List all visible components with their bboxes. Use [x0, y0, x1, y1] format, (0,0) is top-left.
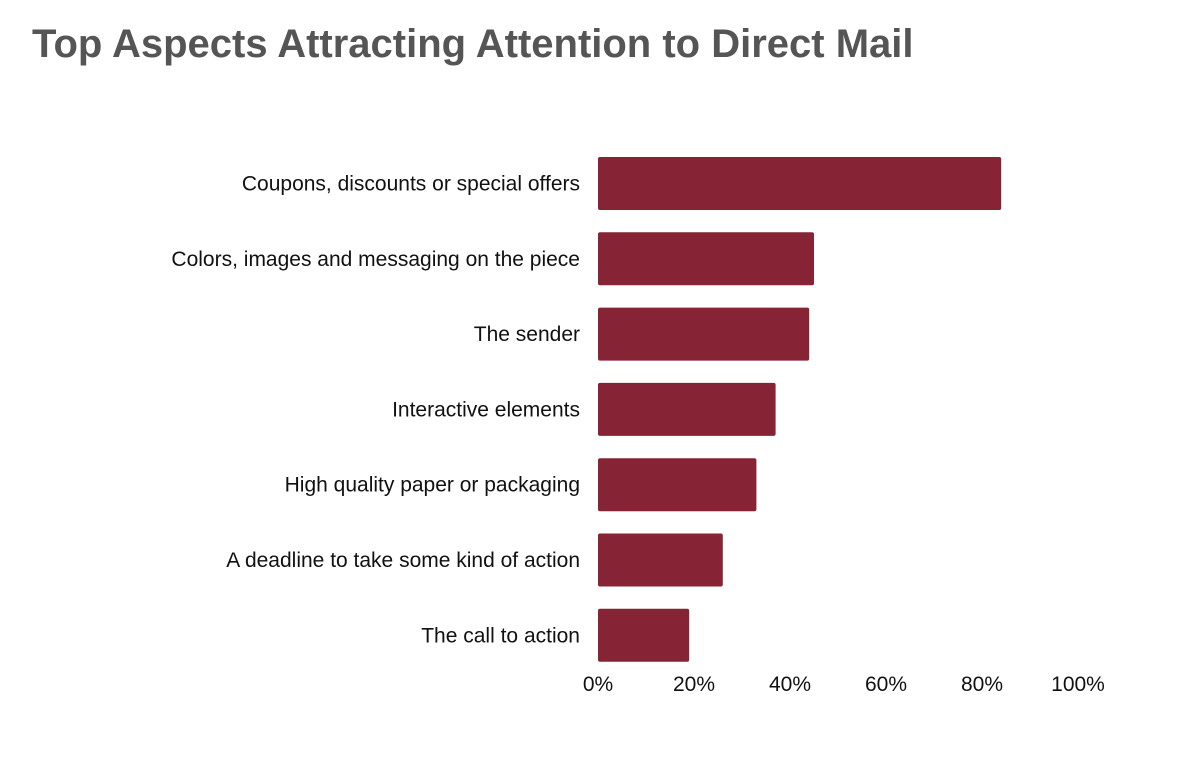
category-label-7: The call to action: [421, 624, 580, 647]
category-label-6: A deadline to take some kind of action: [226, 549, 580, 572]
x-tick-label: 60%: [865, 673, 907, 696]
chart-title: Top Aspects Attracting Attention to Dire…: [32, 22, 914, 66]
bar-7: [598, 608, 690, 662]
category-label-1: Coupons, discounts or special offers: [242, 173, 580, 196]
x-tick-label: 40%: [769, 673, 811, 696]
category-label-3: The sender: [474, 323, 580, 346]
bar-2: [598, 232, 814, 286]
bar-1: [598, 157, 1002, 210]
x-axis-ticks-group: 0% 20% 40% 60% 80% 100%: [583, 673, 1105, 696]
bar-3: [598, 307, 810, 361]
category-labels-group: Coupons, discounts or special offers Colo…: [171, 173, 580, 648]
bar-5: [598, 458, 757, 512]
category-label-2: Colors, images and messaging on the piec…: [171, 248, 580, 271]
x-tick-label: 80%: [961, 673, 1003, 696]
bars-group: [598, 157, 1002, 662]
x-tick-label: 20%: [673, 673, 715, 696]
category-label-4: Interactive elements: [392, 398, 580, 421]
x-tick-label: 0%: [583, 673, 613, 696]
x-tick-label: 100%: [1051, 673, 1105, 696]
bar-4: [598, 382, 776, 436]
category-label-5: High quality paper or packaging: [285, 474, 580, 497]
bar-6: [598, 533, 723, 587]
